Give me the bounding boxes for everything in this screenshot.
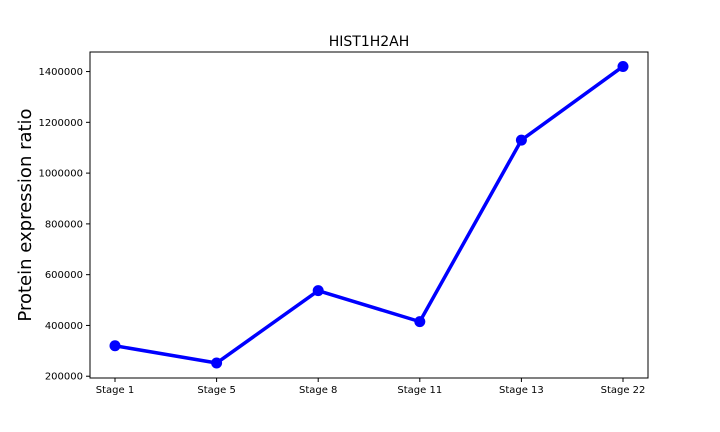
y-tick-label: 800000	[45, 219, 83, 230]
y-tick-label: 1200000	[38, 118, 83, 129]
data-point	[515, 134, 527, 146]
series-layer	[109, 60, 629, 369]
data-point	[414, 316, 426, 328]
data-point	[211, 357, 223, 369]
series-line	[114, 65, 625, 365]
x-tick-label: Stage 5	[197, 385, 235, 396]
y-tick-label: 600000	[45, 270, 83, 281]
x-tick-label: Stage 8	[299, 385, 337, 396]
data-point	[312, 285, 324, 297]
data-point	[109, 340, 121, 352]
chart-title: HIST1H2AH	[329, 34, 410, 50]
y-tick-label: 1400000	[38, 67, 83, 78]
plot-area	[89, 51, 649, 379]
y-axis: 200000 400000 600000 800000 1000000 1200000 14…	[38, 67, 90, 383]
x-axis: Stage 1 Stage 5 Stage 8 Stage 11 Stage 13 Sta…	[96, 378, 646, 396]
y-tick-label: 400000	[45, 321, 83, 332]
data-point	[617, 60, 629, 72]
x-tick-label: Stage 22	[601, 385, 646, 396]
x-tick-label: Stage 13	[499, 385, 544, 396]
y-axis-label: Protein expression ratio	[15, 108, 36, 321]
y-tick-label: 200000	[45, 372, 83, 383]
y-tick-label: 1000000	[38, 169, 83, 180]
x-tick-label: Stage 1	[96, 385, 134, 396]
x-tick-label: Stage 11	[397, 385, 442, 396]
